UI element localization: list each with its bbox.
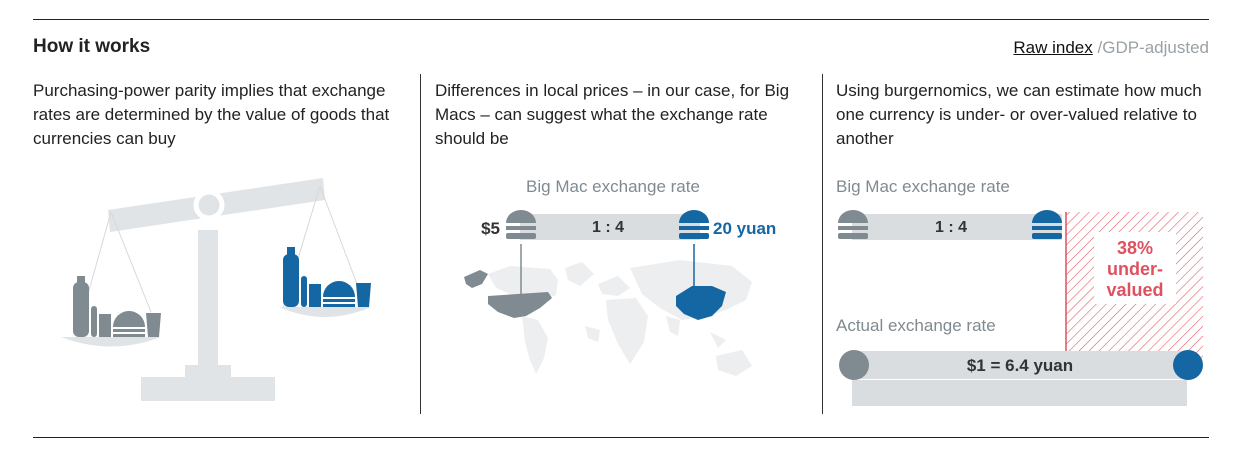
gdp-adjusted-link[interactable]: GDP-adjusted <box>1102 38 1209 57</box>
scale-pivot <box>193 189 225 221</box>
index-toggle: Raw index /GDP-adjusted <box>1013 38 1209 58</box>
divider-1 <box>420 74 421 414</box>
panel3-valuation-diagram: Big Mac exchange rate 1 : 4 38% under- v… <box>834 177 1203 363</box>
valuation-percent: 38% <box>1117 238 1153 258</box>
world-map <box>488 260 752 376</box>
panel2-description: Differences in local prices – in our cas… <box>435 81 790 148</box>
right-goods-icon <box>283 247 371 307</box>
panel3-description: Using burgernomics, we can estimate how … <box>836 81 1202 148</box>
bottom-rule <box>33 437 1209 438</box>
left-string-b <box>110 211 152 313</box>
section-title: How it works <box>33 36 151 57</box>
divider-2 <box>822 74 823 414</box>
panel2-exchange-map: Big Mac exchange rate 1 : 4 $5 20 yuan <box>464 177 776 376</box>
right-pan <box>279 307 371 317</box>
actual-rate-heading: Actual exchange rate <box>836 316 996 335</box>
panel3-china-burger-icon <box>1032 210 1062 239</box>
us-burger-icon <box>506 210 536 239</box>
scale-base <box>141 377 275 401</box>
panel3-us-burger-icon <box>838 210 868 239</box>
panel3-rate-bar <box>852 214 1062 240</box>
usa-highlight <box>464 270 552 318</box>
usd-dot <box>839 350 869 380</box>
top-rule <box>33 19 1209 20</box>
panel2-heading: Big Mac exchange rate <box>526 177 700 196</box>
scale-base-top <box>185 365 231 377</box>
panel2-left-price: $5 <box>481 219 500 238</box>
panel2-rate-bar <box>520 214 700 240</box>
raw-index-link[interactable]: Raw index <box>1013 38 1093 57</box>
panel1-description: Purchasing-power parity implies that exc… <box>33 81 390 148</box>
left-pan <box>61 337 161 347</box>
china-burger-icon <box>679 210 709 239</box>
toggle-separator: / <box>1092 38 1103 57</box>
valuation-label-bg <box>1094 232 1176 304</box>
panel2-right-price: 20 yuan <box>713 219 776 238</box>
balance-scale-illustration <box>61 178 371 401</box>
yuan-dot <box>1173 350 1203 380</box>
actual-rate-bar <box>852 380 1187 406</box>
valuation-word-2: valued <box>1106 280 1163 300</box>
actual-heading-bg <box>834 310 1062 340</box>
actual-rate-track <box>852 351 1187 379</box>
valuation-word-1: under- <box>1107 259 1163 279</box>
panel2-ratio: 1 : 4 <box>592 219 624 236</box>
actual-rate-value: $1 = 6.4 yuan <box>967 356 1073 375</box>
panel3-heading: Big Mac exchange rate <box>836 177 1010 196</box>
left-goods-icon <box>73 276 161 337</box>
china-highlight <box>676 286 726 320</box>
actual-rate-row: $1 = 6.4 yuan <box>839 350 1203 380</box>
actual-rate-bar-graphic <box>852 380 1187 406</box>
panel3-ratio: 1 : 4 <box>935 219 967 236</box>
scale-pillar <box>198 230 218 365</box>
